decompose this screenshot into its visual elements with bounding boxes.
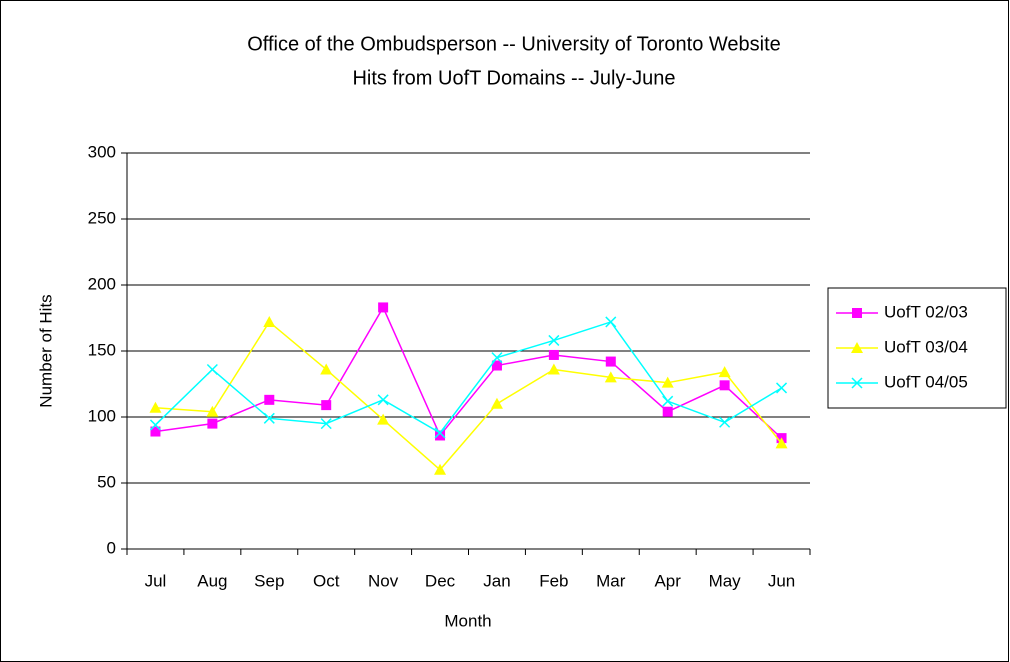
data-point [548, 334, 560, 346]
data-point [719, 416, 731, 428]
data-point [434, 427, 446, 439]
y-tick-label: 100 [88, 406, 116, 425]
data-point [378, 302, 389, 313]
data-point [491, 360, 502, 371]
data-point [776, 382, 788, 394]
x-axis-label: Month [444, 611, 491, 630]
data-point [263, 315, 276, 327]
y-tick-label: 250 [88, 208, 116, 227]
y-tick-label: 200 [88, 274, 116, 293]
data-point [547, 363, 560, 375]
data-point [605, 316, 617, 328]
data-point [263, 412, 275, 424]
x-tick-label: Jul [145, 571, 167, 590]
x-tick-label: Feb [539, 571, 568, 590]
data-point [719, 380, 730, 391]
data-point [491, 352, 503, 364]
x-tick-label: Nov [368, 571, 399, 590]
data-point [320, 363, 333, 375]
y-tick-label: 300 [88, 142, 116, 161]
legend-label: UofT 04/05 [884, 372, 968, 391]
chart-title: Office of the Ombudsperson -- University… [247, 33, 781, 55]
data-point [206, 363, 218, 376]
data-point [604, 371, 617, 383]
x-tick-label: Aug [197, 571, 227, 590]
x-tick-label: Jan [483, 571, 510, 590]
y-tick-label: 150 [88, 340, 116, 359]
y-tick-label: 50 [97, 472, 116, 491]
x-tick-label: Oct [313, 571, 340, 590]
x-tick-label: Mar [596, 571, 626, 590]
data-point [434, 463, 447, 475]
legend-label: UofT 02/03 [884, 302, 968, 321]
data-point [377, 413, 390, 425]
data-point [548, 349, 559, 360]
legend-marker [851, 377, 863, 389]
data-point [207, 418, 218, 429]
data-point [662, 406, 673, 417]
data-point [661, 376, 674, 388]
data-point [605, 356, 616, 367]
x-tick-label: Jun [768, 571, 795, 590]
data-point [149, 401, 162, 413]
legend-label: UofT 03/04 [884, 337, 968, 356]
series-line [155, 320, 783, 471]
x-tick-label: Dec [425, 571, 456, 590]
data-point [320, 418, 332, 430]
x-tick-label: May [709, 571, 742, 590]
y-tick-label: 0 [107, 538, 116, 557]
data-point [264, 394, 275, 405]
data-point [775, 437, 788, 449]
data-point [435, 430, 446, 441]
x-tick-label: Sep [254, 571, 284, 590]
data-point [662, 395, 674, 407]
data-point [377, 394, 389, 406]
data-point [718, 366, 731, 378]
legend-marker [851, 342, 863, 353]
data-point [206, 405, 219, 417]
data-point [490, 397, 503, 409]
data-point [149, 419, 161, 431]
series-line [155, 305, 783, 439]
data-point [321, 400, 332, 411]
data-point [150, 426, 161, 437]
series-line [154, 321, 782, 434]
legend-marker [852, 308, 862, 318]
chart-subtitle: Hits from UofT Domains -- July-June [352, 67, 675, 89]
x-tick-label: Apr [654, 571, 681, 590]
y-axis-label: Number of Hits [36, 294, 55, 407]
